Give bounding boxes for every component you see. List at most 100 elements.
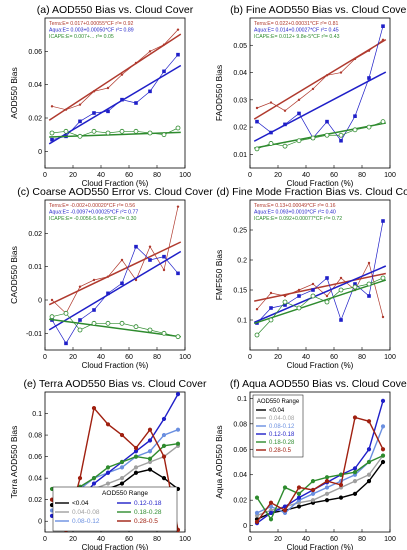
fit-line-1: [48, 250, 182, 331]
x-tick-label: 20: [69, 536, 77, 543]
fit-line-0: [254, 272, 386, 302]
data-point: [147, 438, 153, 443]
legend-entry: Aqua:E= 0.093+0.0010*CF r²= 0.40: [254, 210, 336, 216]
data-point: [339, 318, 343, 322]
x-tick-label: 20: [274, 536, 282, 543]
data-point: [310, 487, 316, 493]
data-point: [161, 476, 167, 481]
y-tick-label: 0.04: [233, 472, 247, 479]
data-point: [49, 314, 55, 320]
y-tick-label: 0.03: [233, 97, 247, 104]
data-point: [366, 419, 372, 424]
data-point: [254, 495, 260, 500]
fit-line-2: [49, 131, 181, 138]
series-line-1: [256, 220, 384, 324]
series-line-4: [256, 454, 384, 521]
series-line-5: [256, 416, 384, 523]
data-point: [148, 89, 152, 94]
data-point: [255, 308, 259, 311]
data-point: [148, 245, 152, 248]
data-point: [353, 282, 357, 286]
data-point: [283, 294, 287, 298]
data-point: [380, 275, 386, 281]
series-line-1: [256, 455, 384, 517]
legend-entry: 0.28-0.5: [269, 448, 292, 454]
x-tick-label: 80: [358, 354, 366, 361]
x-tick-label: 80: [358, 536, 366, 543]
legend-entry: ICAPE:E= -0.0056-5.6e-5*CF r²= 0.30: [49, 216, 136, 222]
data-point: [120, 73, 124, 76]
data-point: [311, 87, 315, 91]
legend-title: AOD550 Range: [102, 490, 148, 497]
y-tick-label: 0: [38, 519, 42, 526]
y-tick-label: 0.02: [233, 125, 247, 132]
y-tick-label: 0.08: [28, 433, 42, 440]
series-line-2: [256, 121, 384, 150]
y-tick-label: 0.2: [237, 258, 247, 265]
data-point: [366, 281, 372, 287]
series-line-0: [256, 461, 384, 520]
data-point: [311, 282, 315, 286]
data-point: [77, 133, 83, 139]
data-point: [176, 271, 180, 276]
data-point: [324, 132, 330, 138]
x-tick-label: 100: [384, 354, 396, 361]
data-point: [311, 288, 315, 292]
data-point: [176, 52, 180, 57]
fit-line-0: [48, 33, 182, 121]
data-point: [255, 106, 259, 110]
x-tick-label: 0: [248, 354, 252, 361]
data-point: [162, 69, 166, 74]
legend-entry: Terra:E= -0.002+0.00020*CF r²= 0.56: [49, 203, 135, 209]
x-tick-label: 80: [153, 172, 161, 179]
data-point: [162, 43, 166, 46]
data-point: [161, 132, 167, 138]
data-point: [161, 454, 167, 459]
legend-entry: 0.12-0.18: [269, 432, 295, 438]
data-point: [77, 327, 83, 333]
data-point: [162, 268, 166, 272]
fit-line-1: [253, 71, 387, 142]
legend-entry: Terra:E= 0.017+0.00055*CF r²= 0.92: [49, 21, 133, 27]
data-point: [297, 111, 301, 116]
data-point: [381, 24, 385, 28]
x-tick-label: 0: [248, 172, 252, 179]
data-point: [352, 127, 358, 133]
x-tick-label: 40: [302, 354, 310, 361]
data-point: [50, 105, 54, 108]
data-point: [353, 57, 357, 61]
y-tick-label: -0.01: [26, 331, 42, 338]
data-point: [92, 111, 96, 115]
y-tick-label: 0.05: [233, 43, 247, 50]
legend-entry: 0.08-0.12: [72, 518, 100, 525]
panel-title: (d) Fine Mode Fraction Bias vs. Cloud Co…: [216, 186, 407, 198]
data-point: [105, 481, 111, 486]
data-point: [380, 119, 386, 125]
legend-entry: 0.18-0.28: [134, 509, 162, 516]
data-point: [297, 98, 301, 102]
data-point: [77, 476, 83, 481]
data-point: [282, 299, 288, 305]
data-point: [338, 482, 344, 488]
data-point: [63, 310, 69, 316]
data-point: [133, 470, 139, 475]
fit-line-0: [48, 241, 182, 306]
chart-panel-d: (d) Fine Mode Fraction Bias vs. Cloud Co…: [214, 186, 407, 370]
data-point: [282, 508, 288, 513]
data-point: [325, 119, 329, 124]
data-point: [175, 427, 181, 432]
data-point: [91, 128, 97, 134]
y-tick-label: 0.02: [28, 116, 42, 123]
data-point: [269, 306, 273, 310]
data-point: [119, 465, 125, 470]
series-line-1: [51, 246, 179, 345]
y-axis-label: FMF550 Bias: [214, 250, 224, 301]
y-axis-label: Terra AOD550 Bias: [9, 426, 19, 499]
data-point: [175, 334, 181, 340]
x-tick-label: 60: [125, 354, 133, 361]
data-point: [147, 456, 153, 461]
fit-line-0: [253, 38, 387, 120]
data-point: [64, 108, 68, 111]
data-point: [353, 114, 357, 118]
